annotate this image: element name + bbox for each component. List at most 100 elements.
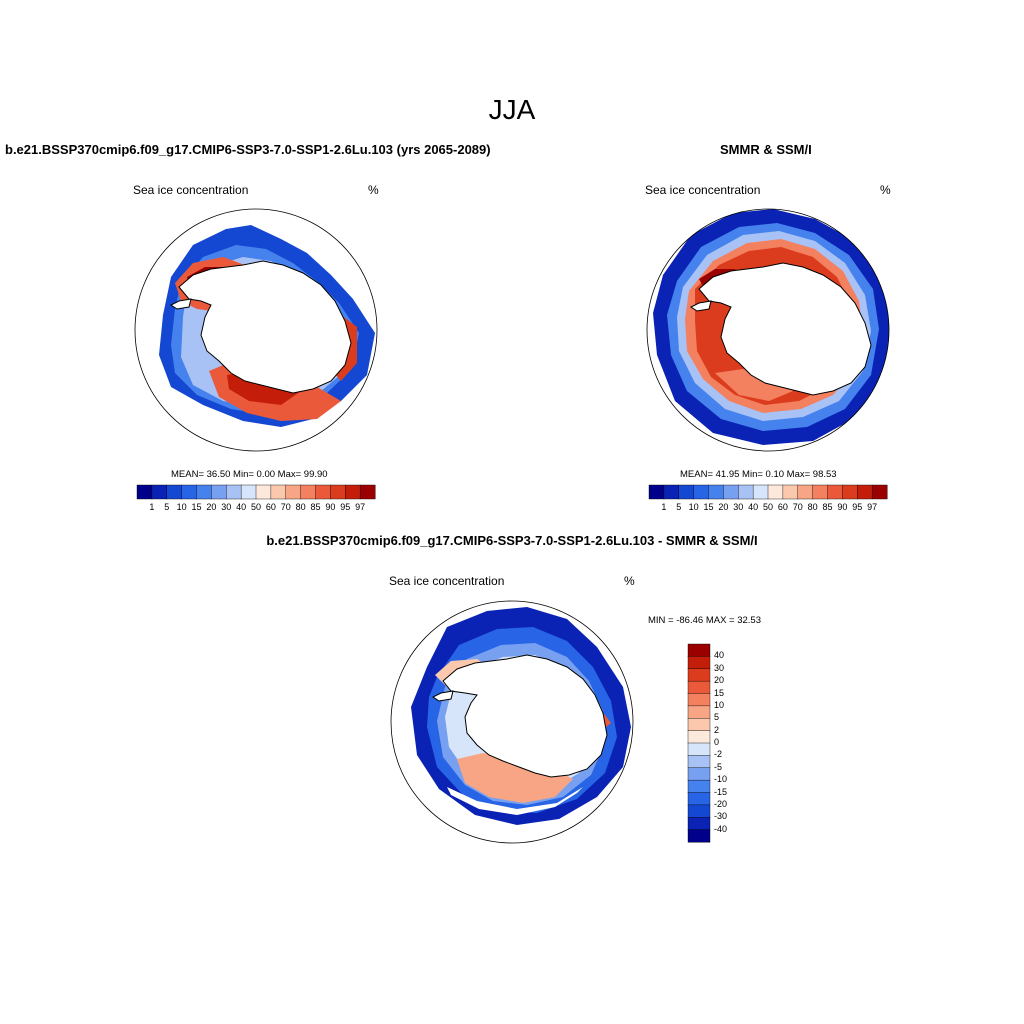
obs-colorbar-tick-label: 20	[718, 502, 729, 512]
obs-colorbar-box	[827, 484, 843, 500]
obs-colorbar-box	[693, 484, 710, 500]
diff-colorbar-box	[687, 792, 711, 806]
obs-colorbar-tick-label: 95	[852, 502, 863, 512]
diff-panel-title: b.e21.BSSP370cmip6.f09_g17.CMIP6-SSP3-7.…	[266, 533, 758, 548]
obs-antarctica	[698, 262, 872, 396]
obs-colorbar-tick-label: 10	[688, 502, 699, 512]
model-colorbar-tick-label: 5	[164, 502, 170, 512]
model-colorbar-tick-label: 60	[265, 502, 276, 512]
model-colorbar-box	[211, 484, 227, 500]
model-map-outline	[134, 208, 378, 452]
diff-colorbar-box	[687, 742, 711, 756]
obs-variable-label: Sea ice concentration	[645, 183, 761, 197]
model-stats: MEAN= 36.50 Min= 0.00 Max= 99.90	[171, 469, 328, 480]
obs-colorbar-box	[871, 484, 888, 500]
main-title: JJA	[488, 94, 536, 125]
diff-colorbar-tick-label: -15	[714, 786, 728, 797]
model-colorbar-tick-label: 10	[176, 502, 187, 512]
diff-colorbar-box	[687, 817, 711, 831]
diff-variable-label: Sea ice concentration	[389, 574, 505, 588]
model-colorbar-box	[151, 484, 168, 500]
model-colorbar-tick-label: 95	[340, 502, 351, 512]
diff-colorbar-box	[687, 755, 711, 769]
obs-colorbar-box	[723, 484, 739, 500]
diff-colorbar-box	[687, 643, 711, 657]
obs-colorbar-box	[648, 484, 665, 500]
obs-colorbar-tick-label: 85	[822, 502, 833, 512]
diff-colorbar-tick-label: -2	[714, 749, 723, 760]
diff-colorbar-tick-label: -30	[714, 811, 728, 822]
diff-colorbar-tick-label: 10	[714, 699, 725, 710]
model-colorbar-labels: 1 5 10 15 20 30 40 50 60 70 80 85 90 95 97	[137, 502, 375, 514]
model-colorbar-box	[240, 484, 257, 500]
obs-map-outline	[646, 208, 890, 452]
diff-colorbar-box	[687, 656, 711, 670]
obs-colorbar-labels: 1 5 10 15 20 30 40 50 60 70 80 85 90 95 97	[649, 502, 887, 514]
diff-stats: MIN = -86.46 MAX = 32.53	[648, 615, 762, 626]
obs-colorbar-box	[812, 484, 829, 500]
obs-colorbar-box	[678, 484, 695, 500]
model-colorbar-tick-label: 15	[191, 502, 202, 512]
obs-colorbar-tick-label: 1	[661, 502, 667, 512]
diff-colorbar-tick-label: 30	[714, 662, 725, 673]
diff-colorbar-box	[687, 668, 711, 682]
diff-colorbar-tick-label: -5	[714, 761, 723, 772]
diff-colorbar-tick-label: 15	[714, 687, 725, 698]
obs-colorbar-box	[782, 484, 799, 500]
model-map	[134, 208, 378, 452]
obs-colorbar-box	[738, 484, 754, 500]
model-units-label: %	[368, 183, 379, 197]
diff-colorbar-box	[687, 767, 711, 781]
model-colorbar-box	[345, 484, 361, 500]
model-colorbar-tick-label: 97	[355, 502, 366, 512]
obs-colorbar-tick-label: 70	[792, 502, 803, 512]
model-colorbar-tick-label: 30	[221, 502, 232, 512]
diff-colorbar-box	[687, 705, 711, 719]
model-colorbar-box	[136, 484, 153, 500]
diff-colorbar-box	[687, 779, 711, 794]
diff-map	[390, 600, 634, 844]
model-antarctica	[178, 260, 352, 394]
obs-colorbar-box	[842, 484, 858, 500]
diff-colorbar-box	[687, 730, 711, 744]
obs-colorbar-box	[767, 484, 784, 500]
diff-colorbar-tick-label: 20	[714, 675, 725, 686]
model-colorbar-box	[181, 484, 198, 500]
obs-stats: MEAN= 41.95 Min= 0.10 Max= 98.53	[680, 469, 837, 480]
obs-colorbar-box	[857, 484, 873, 500]
diff-colorbar-tick-label: -40	[714, 823, 728, 834]
model-colorbar-box	[255, 484, 272, 500]
diff-antarctica	[442, 654, 608, 778]
diff-colorbar-tick-label: 2	[714, 724, 720, 735]
model-colorbar-box	[285, 484, 302, 500]
diff-colorbar-tick-label: -10	[714, 774, 728, 785]
diff-colorbar-labels: 40 30 20 15 10 5 2 0 -2 -5 -10 -15 -20 -30 -40	[714, 644, 754, 842]
obs-colorbar-tick-label: 97	[867, 502, 878, 512]
diff-colorbar-box	[687, 680, 711, 695]
obs-colorbar-tick-label: 90	[837, 502, 848, 512]
model-colorbar-tick-label: 1	[149, 502, 155, 512]
model-colorbar-box	[330, 484, 346, 500]
model-colorbar-tick-label: 40	[236, 502, 247, 512]
model-colorbar-box	[359, 484, 376, 500]
model-colorbar	[136, 484, 376, 500]
model-colorbar-box	[226, 484, 242, 500]
model-colorbar-box	[196, 484, 212, 500]
diff-map-outline	[390, 600, 634, 844]
obs-colorbar-tick-label: 50	[762, 502, 773, 512]
obs-colorbar-box	[663, 484, 680, 500]
diff-colorbar	[687, 643, 711, 843]
model-colorbar-box	[315, 484, 331, 500]
model-colorbar-tick-label: 20	[206, 502, 217, 512]
diff-colorbar-tick-label: 5	[714, 712, 720, 723]
model-panel-title: b.e21.BSSP370cmip6.f09_g17.CMIP6-SSP3-7.…	[5, 142, 491, 157]
obs-colorbar-tick-label: 5	[676, 502, 682, 512]
diff-colorbar-box	[687, 829, 711, 843]
obs-colorbar-box	[708, 484, 724, 500]
diff-colorbar-box	[687, 718, 711, 732]
model-colorbar-box	[270, 484, 287, 500]
obs-map	[646, 208, 890, 452]
diff-colorbar-tick-label: -20	[714, 798, 728, 809]
obs-colorbar-box	[752, 484, 769, 500]
obs-colorbar-tick-label: 30	[733, 502, 744, 512]
